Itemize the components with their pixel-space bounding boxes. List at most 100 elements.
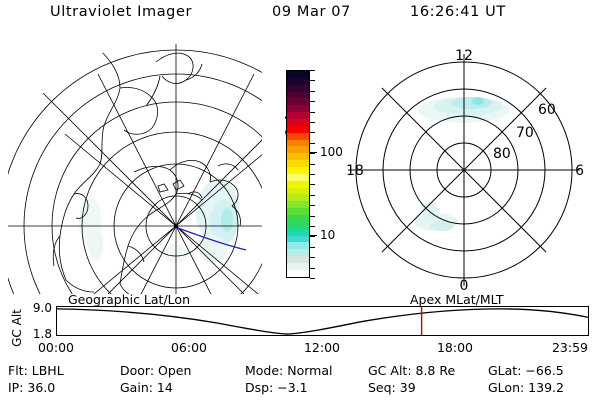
mlt-label-6: 6 bbox=[575, 163, 584, 179]
colorbar-band bbox=[287, 160, 309, 168]
colorbar-tick bbox=[310, 278, 315, 279]
instrument-title: Ultraviolet Imager bbox=[50, 4, 193, 20]
header-bar: Ultraviolet Imager 09 Mar 07 16:26:41 UT bbox=[0, 4, 600, 30]
colorbar-band bbox=[287, 215, 309, 222]
status-dsp: Dsp: −3.1 bbox=[245, 380, 308, 395]
geographic-map-plot[interactable] bbox=[8, 44, 262, 294]
colorbar-tick bbox=[310, 174, 315, 175]
colorbar-band bbox=[287, 173, 309, 181]
colorbar-tick-label-1: 10 bbox=[320, 228, 336, 243]
status-gc-alt: GC Alt: 8.8 Re bbox=[368, 363, 456, 378]
colorbar-tick bbox=[310, 257, 315, 259]
colorbar-major-tick bbox=[310, 235, 317, 237]
colorbar-tick bbox=[310, 80, 315, 82]
observation-date: 09 Mar 07 bbox=[272, 4, 351, 20]
orbit-ytick-high: 9.0 bbox=[32, 301, 52, 315]
colorbar-band bbox=[287, 139, 309, 147]
colorbar-band bbox=[287, 235, 309, 243]
colorbar-band bbox=[287, 221, 309, 229]
colorbar-tick bbox=[310, 142, 315, 144]
colorbar-band bbox=[287, 201, 309, 209]
colorbar-tick bbox=[310, 236, 315, 238]
colorbar-tick bbox=[310, 205, 315, 207]
status-door: Door: Open bbox=[120, 363, 192, 378]
observation-time: 16:26:41 UT bbox=[410, 4, 506, 20]
colorbar-band bbox=[287, 91, 309, 99]
orbit-xtick-0: 00:00 bbox=[37, 340, 75, 355]
colorbar-band bbox=[287, 112, 309, 120]
mlt-label-0: 0 bbox=[460, 278, 469, 294]
colorbar-tick bbox=[310, 132, 315, 134]
geographic-panel-caption: Geographic Lat/Lon bbox=[68, 292, 190, 307]
colorbar-tick-label-0: 100 bbox=[320, 145, 343, 160]
colorbar-tick-marks bbox=[310, 70, 318, 279]
orbit-xtick-4: 23:59 bbox=[551, 340, 589, 355]
orbit-track-box bbox=[56, 306, 589, 336]
colorbar-band bbox=[287, 98, 309, 106]
aurora-emission-apex bbox=[414, 97, 510, 231]
terminator-line bbox=[177, 227, 247, 251]
status-gain: Gain: 14 bbox=[120, 380, 173, 395]
colorbar-band bbox=[287, 208, 309, 216]
colorbar-band bbox=[287, 125, 309, 133]
orbit-xtick-3: 18:00 bbox=[436, 340, 474, 355]
apex-dial-svg: 12 6 0 18 60 70 80 bbox=[346, 48, 584, 294]
colorbar-band bbox=[287, 242, 309, 250]
coastlines bbox=[52, 49, 241, 294]
geographic-map-svg bbox=[8, 44, 262, 294]
colorbar-gradient bbox=[286, 70, 310, 278]
colorbar-tick bbox=[310, 122, 315, 123]
mlat-label-60: 60 bbox=[538, 102, 556, 118]
colorbar-band bbox=[287, 167, 309, 174]
colorbar-tick bbox=[310, 184, 315, 186]
colorbar-band bbox=[287, 146, 309, 154]
status-seq: Seq: 39 bbox=[368, 380, 416, 395]
colorbar-band bbox=[287, 249, 309, 257]
orbit-ytick-low: 1.8 bbox=[32, 327, 52, 341]
pole-marker bbox=[173, 223, 179, 229]
colorbar-tick bbox=[310, 246, 315, 248]
colorbar-band bbox=[287, 194, 309, 202]
colorbar-tick bbox=[310, 153, 315, 155]
colorbar-band bbox=[287, 84, 309, 92]
colorbar-band bbox=[287, 71, 309, 78]
apex-mlat-mlt-plot[interactable]: 12 6 0 18 60 70 80 bbox=[336, 44, 594, 294]
status-glat: GLat: −66.5 bbox=[488, 363, 564, 378]
colorbar-band bbox=[287, 263, 309, 270]
colorbar-band bbox=[287, 228, 309, 236]
mlt-spokes bbox=[348, 54, 580, 286]
colorbar-band bbox=[287, 269, 309, 277]
apex-panel-caption: Apex MLat/MLT bbox=[410, 292, 504, 307]
aurora-emission-geo bbox=[79, 180, 240, 263]
colorbar-tick bbox=[310, 111, 315, 113]
status-glon: GLon: 139.2 bbox=[488, 380, 564, 395]
colorbar-tick bbox=[310, 90, 315, 92]
altitude-curve bbox=[57, 308, 588, 335]
status-mode: Mode: Normal bbox=[245, 363, 333, 378]
colorbar-tick bbox=[310, 194, 315, 196]
orbit-y-axis-label: GC Alt bbox=[10, 309, 24, 347]
mlt-label-12: 12 bbox=[455, 48, 473, 64]
mlat-label-80: 80 bbox=[493, 146, 511, 162]
colorbar-band bbox=[287, 77, 309, 85]
colorbar-band bbox=[287, 187, 309, 195]
colorbar-band bbox=[287, 132, 309, 140]
mlat-label-70: 70 bbox=[516, 125, 534, 141]
status-ip: IP: 36.0 bbox=[8, 380, 56, 395]
colorbar-tick bbox=[310, 267, 315, 269]
colorbar-tick bbox=[310, 70, 315, 71]
orbit-altitude-plot[interactable]: Geographic Lat/Lon Apex MLat/MLT GC Alt … bbox=[0, 292, 600, 358]
colorbar-tick bbox=[310, 226, 315, 227]
colorbar-major-tick bbox=[310, 152, 317, 154]
status-footer: Flt: LBHL Door: Open Mode: Normal GC Alt: 8… bbox=[0, 361, 600, 399]
colorbar-tick bbox=[310, 215, 315, 217]
colorbar-tick bbox=[310, 163, 315, 165]
mlt-label-18: 18 bbox=[346, 163, 364, 179]
colorbar-tick bbox=[310, 101, 315, 103]
orbit-track-svg bbox=[57, 307, 588, 335]
orbit-xtick-2: 12:00 bbox=[303, 340, 341, 355]
colorbar-band bbox=[287, 119, 309, 126]
colorbar-band bbox=[287, 180, 309, 188]
orbit-xtick-1: 06:00 bbox=[170, 340, 208, 355]
